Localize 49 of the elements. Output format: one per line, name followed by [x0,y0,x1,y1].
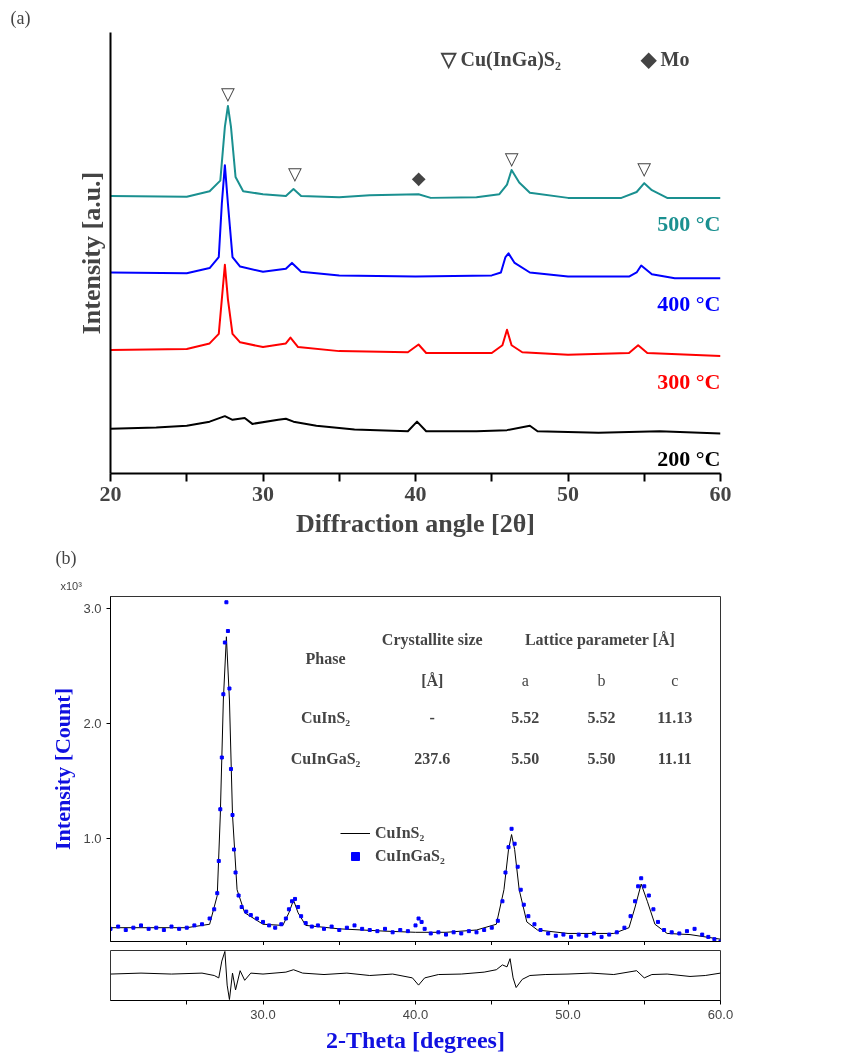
y-tick-label: 1.0 [83,830,102,846]
annotation: CuInGaS₂ [290,750,361,768]
y-axis-title: Intensity [Count] [50,688,76,850]
annotation: 11.13 [657,708,693,726]
x-axis-title: Diffraction angle [2θ] [296,508,535,538]
annotation: 237.6 [414,750,451,768]
y-axis-title: Intensity [a.u.] [76,171,106,335]
annotation: Crystallite size [381,630,483,649]
legend-label: CuInS₂ [375,824,425,842]
annotation: 11.11 [657,750,692,768]
series-label: 500 °C [657,210,721,236]
annotation: b [597,671,606,689]
annotation: c [671,671,679,689]
text: ▽ [221,83,235,104]
x-tick-label: 40.0 [402,1006,429,1022]
annotation: Phase [305,650,346,668]
annotation: [Å] [421,671,444,689]
series-label: 200 °C [657,446,721,472]
x-tick-label: 50.0 [555,1006,581,1022]
x-tick-label: 30 [252,480,274,506]
text: (a) [10,7,31,29]
text: (b) [55,547,77,569]
x-tick-label: 20 [99,480,122,506]
text: ◆ Mo [639,47,690,70]
series-label: 300 °C [657,368,721,394]
x-tick-label: 60.0 [707,1006,734,1022]
text: ▽ Cu(InGa)S₂ [439,47,561,71]
annotation: 5.52 [587,708,616,726]
legend-label: CuInGaS₂ [375,847,445,865]
text: x10³ [60,579,83,592]
annotation: ▽ [504,148,519,170]
x-tick-label: 60 [709,480,732,506]
annotation: a [521,671,529,689]
annotation: ▽ [288,163,303,185]
annotation: 5.50 [511,750,540,768]
annotation: CuInS₂ [300,708,351,726]
annotation: 5.52 [511,708,540,726]
series-label: 400 °C [657,291,721,317]
annotation: 5.50 [587,750,616,768]
annotation: ▽ [637,157,652,179]
x-tick-label: 50 [557,480,579,506]
x-tick-label: 40 [404,480,427,506]
annotation: ◆ [411,167,426,189]
x-axis-title: 2-Theta [degrees] [326,1026,505,1053]
x-tick-label: 30.0 [250,1006,276,1022]
annotation: Lattice parameter [Å] [524,630,675,649]
y-tick-label: 2.0 [83,715,102,731]
y-tick-label: 3.0 [83,600,102,616]
annotation: - [429,708,435,726]
